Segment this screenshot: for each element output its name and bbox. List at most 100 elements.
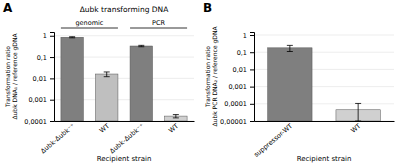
y-tick: 0,00001 <box>220 118 254 126</box>
y-axis-title-line: Δubk DNA₁ / reference gDNA <box>11 33 19 120</box>
y-tick: 0,1 <box>237 49 254 57</box>
x-tick-label: WT <box>98 122 111 135</box>
bar <box>95 74 117 121</box>
grid <box>54 36 194 121</box>
x-tick-label: Δubk-Δubk⁻⁺ <box>108 122 145 155</box>
y-axis-title-line: Transformation ratio <box>4 46 11 108</box>
y-tick-mark <box>50 78 54 79</box>
y-tick-label: 0,00001 <box>220 118 247 126</box>
error-bar-cap <box>69 36 75 37</box>
group-label: PCR <box>152 19 165 27</box>
error-bar-stem <box>358 103 359 121</box>
figure: 0,00010,0010,010,11Δubk-Δubk⁻⁺WTΔubk-Δub… <box>0 0 400 165</box>
y-tick-label: 1 <box>243 32 247 40</box>
error-bar <box>104 72 110 77</box>
y-tick-mark <box>250 52 254 53</box>
y-tick-mark <box>50 36 54 37</box>
grid <box>254 35 394 121</box>
y-tick: 1 <box>243 32 254 40</box>
x-tick: Δubk-Δubk⁻⁺ <box>108 122 145 155</box>
panel: 0,00001 0,0001 0,001 0,01 0,1 1 suppressor-WT W… <box>203 1 395 163</box>
error-bar-cap <box>355 103 361 104</box>
y-tick: 0,0001 <box>224 100 254 108</box>
group-label: genomic <box>75 19 103 27</box>
x-axis: Δubk-Δubk⁻⁺WTΔubk-Δubk⁻⁺WT <box>39 122 194 156</box>
y-tick-label: 0,1 <box>237 49 247 57</box>
y-tick-label: 0,01 <box>233 66 247 74</box>
error-bar-cap <box>287 51 293 52</box>
error-bar <box>355 103 361 121</box>
y-tick-label: 0,001 <box>28 96 47 104</box>
x-axis-title: Recipient strain <box>97 155 152 163</box>
y-axis-title: Transformation ratioΔubk PCR DNA₂ / refe… <box>204 26 219 127</box>
error-bar-cap <box>173 117 179 118</box>
x-tick-label: suppressor-WT <box>252 122 294 159</box>
plot-area: 0,00001 0,0001 0,001 0,01 0,1 1 suppressor-WT W… <box>204 26 395 163</box>
y-tick-mark <box>250 87 254 88</box>
y-tick: 0,01 <box>233 66 254 74</box>
y-tick-label: 0,1 <box>37 54 47 62</box>
marks <box>268 45 381 121</box>
error-bar-cap <box>104 76 110 77</box>
x-tick-label: WT <box>167 122 180 135</box>
y-axis-title-line: Δubk PCR DNA₂ / reference gDNA <box>211 26 219 127</box>
y-tick: 1 <box>43 32 54 40</box>
y-tick-mark <box>250 35 254 36</box>
x-axis-line <box>55 121 195 122</box>
x-axis: suppressor-WT WT <box>252 122 394 159</box>
error-bar <box>173 115 179 118</box>
y-tick-label: 0,01 <box>33 75 47 83</box>
y-tick-mark <box>50 121 54 122</box>
y-tick: 0,001 <box>28 96 54 104</box>
error-bar-cap <box>69 37 75 38</box>
bar <box>268 48 312 121</box>
y-tick: 0,001 <box>228 83 254 91</box>
y-axis-line <box>250 33 255 122</box>
panel: 0,00010,0010,010,11Δubk-Δubk⁻⁺WTΔubk-Δub… <box>3 1 195 163</box>
grid-line <box>254 35 394 36</box>
panel-label: B <box>203 1 212 15</box>
error-bar-cap <box>355 121 361 122</box>
y-tick-mark <box>250 104 254 105</box>
y-axis-title-line: Transformation ratio <box>204 46 211 108</box>
group-bracket <box>130 28 187 29</box>
y-tick-mark <box>50 57 54 58</box>
y-tick: 0,1 <box>37 54 54 62</box>
x-tick-label: WT <box>349 122 362 135</box>
y-tick-mark <box>250 121 254 122</box>
x-tick: WT <box>349 122 362 135</box>
x-tick: WT <box>167 122 180 135</box>
x-tick: suppressor-WT <box>252 122 294 159</box>
x-tick-label: Δubk-Δubk⁻⁺ <box>39 122 76 155</box>
panel-label: A <box>3 1 13 15</box>
error-bar <box>138 45 144 46</box>
title: Δubk transforming DNA <box>80 5 170 14</box>
y-tick-label: 0,001 <box>228 83 247 91</box>
x-axis-title: Recipient strain <box>297 155 352 163</box>
y-axis: 0,00001 0,0001 0,001 0,01 0,1 1 <box>220 32 254 126</box>
y-tick-mark <box>250 69 254 70</box>
y-tick-label: 1 <box>43 32 47 40</box>
y-tick-label: 0,0001 <box>24 118 47 126</box>
error-bar-stem <box>106 72 107 77</box>
y-tick-mark <box>50 100 54 101</box>
y-tick-label: 0,0001 <box>224 100 247 108</box>
error-bar-cap <box>173 114 179 115</box>
x-tick: Δubk-Δubk⁻⁺ <box>39 122 76 155</box>
x-axis-line <box>255 121 395 122</box>
grid-line <box>54 35 194 36</box>
error-bar-cap <box>287 45 293 46</box>
bar <box>61 37 83 121</box>
error-bar <box>287 45 293 51</box>
error-bar-cap <box>138 46 144 47</box>
y-tick: 0,01 <box>33 75 54 83</box>
bar <box>130 46 152 121</box>
y-axis-title: Transformation ratioΔubk DNA₁ / referenc… <box>4 33 19 120</box>
error-bar-cap <box>104 71 110 72</box>
error-bar <box>69 37 75 38</box>
group-bracket <box>61 28 118 29</box>
error-bar-stem <box>289 45 290 51</box>
marks <box>61 37 187 121</box>
error-bar-stem <box>175 115 176 118</box>
plot-area: 0,00010,0010,010,11Δubk-Δubk⁻⁺WTΔubk-Δub… <box>4 5 195 163</box>
